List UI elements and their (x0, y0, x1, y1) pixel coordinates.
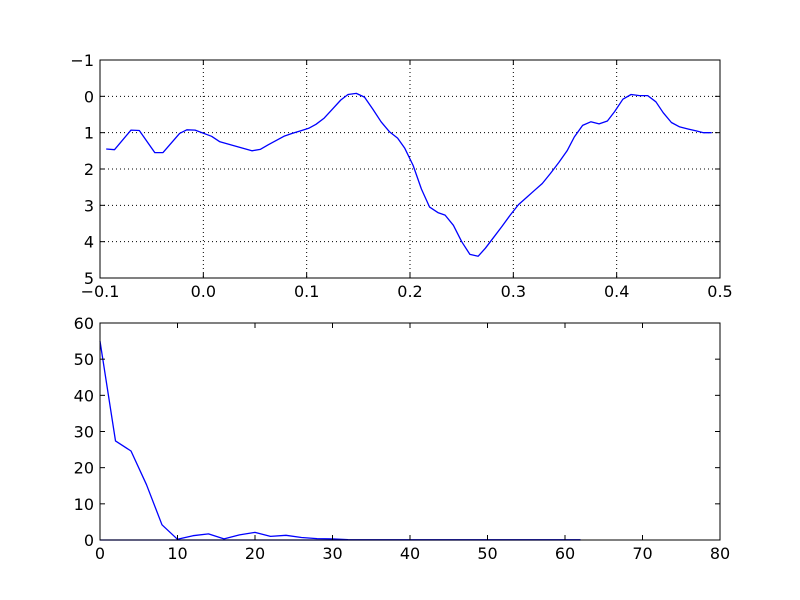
y-tick-label: −1 (70, 51, 94, 70)
y-tick-label: 2 (84, 160, 94, 179)
x-tick-label: −0.1 (81, 282, 120, 301)
y-tick-label: 0 (84, 531, 94, 550)
x-tick-label: 0.4 (604, 282, 629, 301)
x-tick-label: 60 (555, 544, 575, 563)
y-tick-label: 10 (74, 495, 94, 514)
x-tick-label: 20 (245, 544, 265, 563)
x-tick-label: 0.1 (294, 282, 319, 301)
y-tick-label: 50 (74, 350, 94, 369)
x-tick-label: 0.0 (191, 282, 216, 301)
series-line-0 (106, 92, 712, 257)
x-tick-label: 10 (167, 544, 187, 563)
x-tick-label: 0.5 (707, 282, 732, 301)
x-tick-label: 80 (710, 544, 730, 563)
bottom-chart: 0 10 20 30 40 50 60 70 80 0 10 20 30 40 50 60 (74, 314, 731, 563)
x-tick-label: 70 (632, 544, 652, 563)
x-tick-label: 30 (322, 544, 342, 563)
x-tick-label: 0 (95, 544, 105, 563)
y-tick-label: 0 (84, 87, 94, 106)
x-tick-label: 0.3 (501, 282, 526, 301)
x-tick-label: 50 (477, 544, 497, 563)
x-tick-label: 0.2 (397, 282, 422, 301)
top-chart: −0.1 0.0 0.1 0.2 0.3 0.4 0.5 −1 0 1 2 3 4 5 (70, 51, 732, 301)
y-tick-label: 60 (74, 314, 94, 333)
y-tick-label: 4 (84, 233, 94, 252)
x-tick-label: 40 (400, 544, 420, 563)
y-tick-label: 1 (84, 124, 94, 143)
y-tick-label: 40 (74, 386, 94, 405)
y-tick-label: 30 (74, 423, 94, 442)
y-tick-label: 20 (74, 459, 94, 478)
y-tick-label: 5 (84, 269, 94, 288)
y-tick-label: 3 (84, 196, 94, 215)
